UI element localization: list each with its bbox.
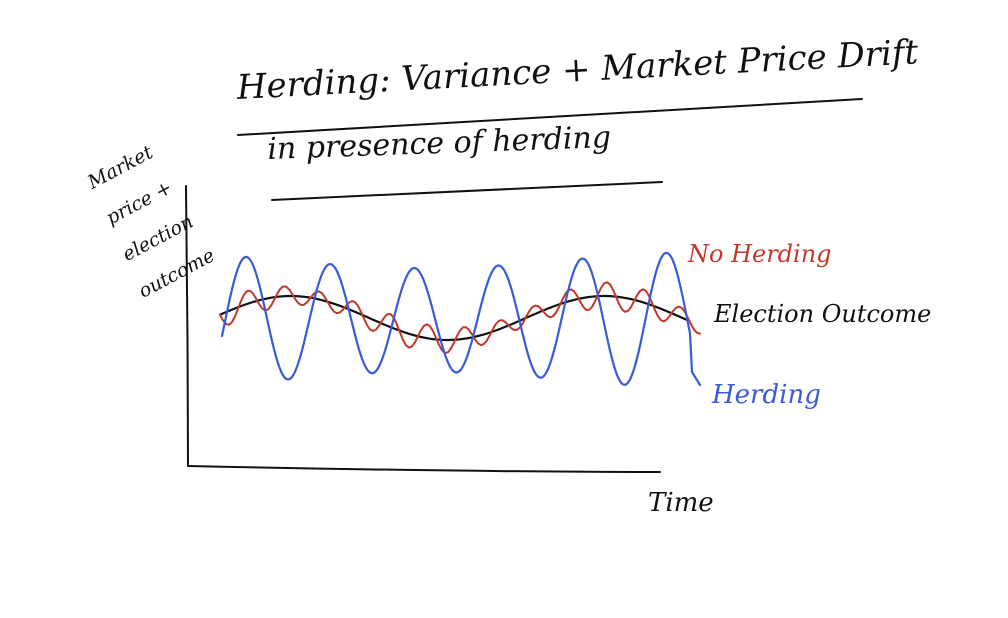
series-herding bbox=[220, 251, 702, 387]
x-axis-label: Time bbox=[648, 488, 714, 518]
title-underline-2 bbox=[271, 181, 663, 201]
series-layer bbox=[218, 251, 702, 387]
series-no-herding bbox=[219, 281, 701, 354]
x-axis bbox=[187, 465, 661, 473]
series-election-outcome bbox=[218, 294, 690, 342]
y-axis bbox=[185, 185, 189, 467]
legend-herding: Herding bbox=[712, 380, 821, 410]
legend-no-herding: No Herding bbox=[688, 240, 832, 268]
title-underline-1 bbox=[237, 98, 863, 136]
legend-election-outcome: Election Outcome bbox=[714, 300, 932, 328]
